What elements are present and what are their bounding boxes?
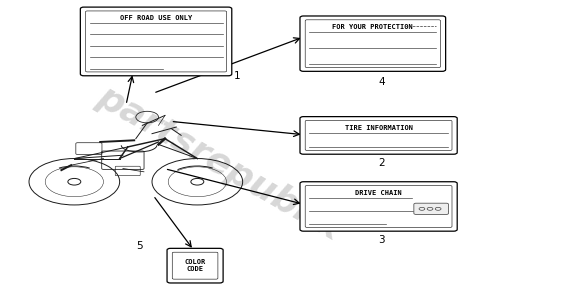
Text: TIRE INFORMATION: TIRE INFORMATION (344, 125, 413, 131)
Text: partsrepublik: partsrepublik (92, 79, 347, 246)
Text: OFF ROAD USE ONLY: OFF ROAD USE ONLY (120, 15, 192, 21)
Text: 1: 1 (234, 71, 240, 81)
Text: 5: 5 (136, 241, 142, 251)
Text: FOR YOUR PROTECTION: FOR YOUR PROTECTION (332, 24, 413, 30)
FancyBboxPatch shape (300, 182, 457, 231)
Text: 2: 2 (379, 158, 385, 168)
Text: 3: 3 (379, 235, 385, 245)
FancyBboxPatch shape (167, 248, 223, 283)
FancyBboxPatch shape (80, 7, 232, 76)
Text: 4: 4 (379, 77, 385, 87)
Text: DRIVE CHAIN: DRIVE CHAIN (355, 190, 402, 196)
FancyBboxPatch shape (300, 117, 457, 154)
Text: COLOR
CODE: COLOR CODE (184, 259, 206, 272)
FancyBboxPatch shape (414, 203, 449, 215)
FancyBboxPatch shape (300, 16, 446, 71)
